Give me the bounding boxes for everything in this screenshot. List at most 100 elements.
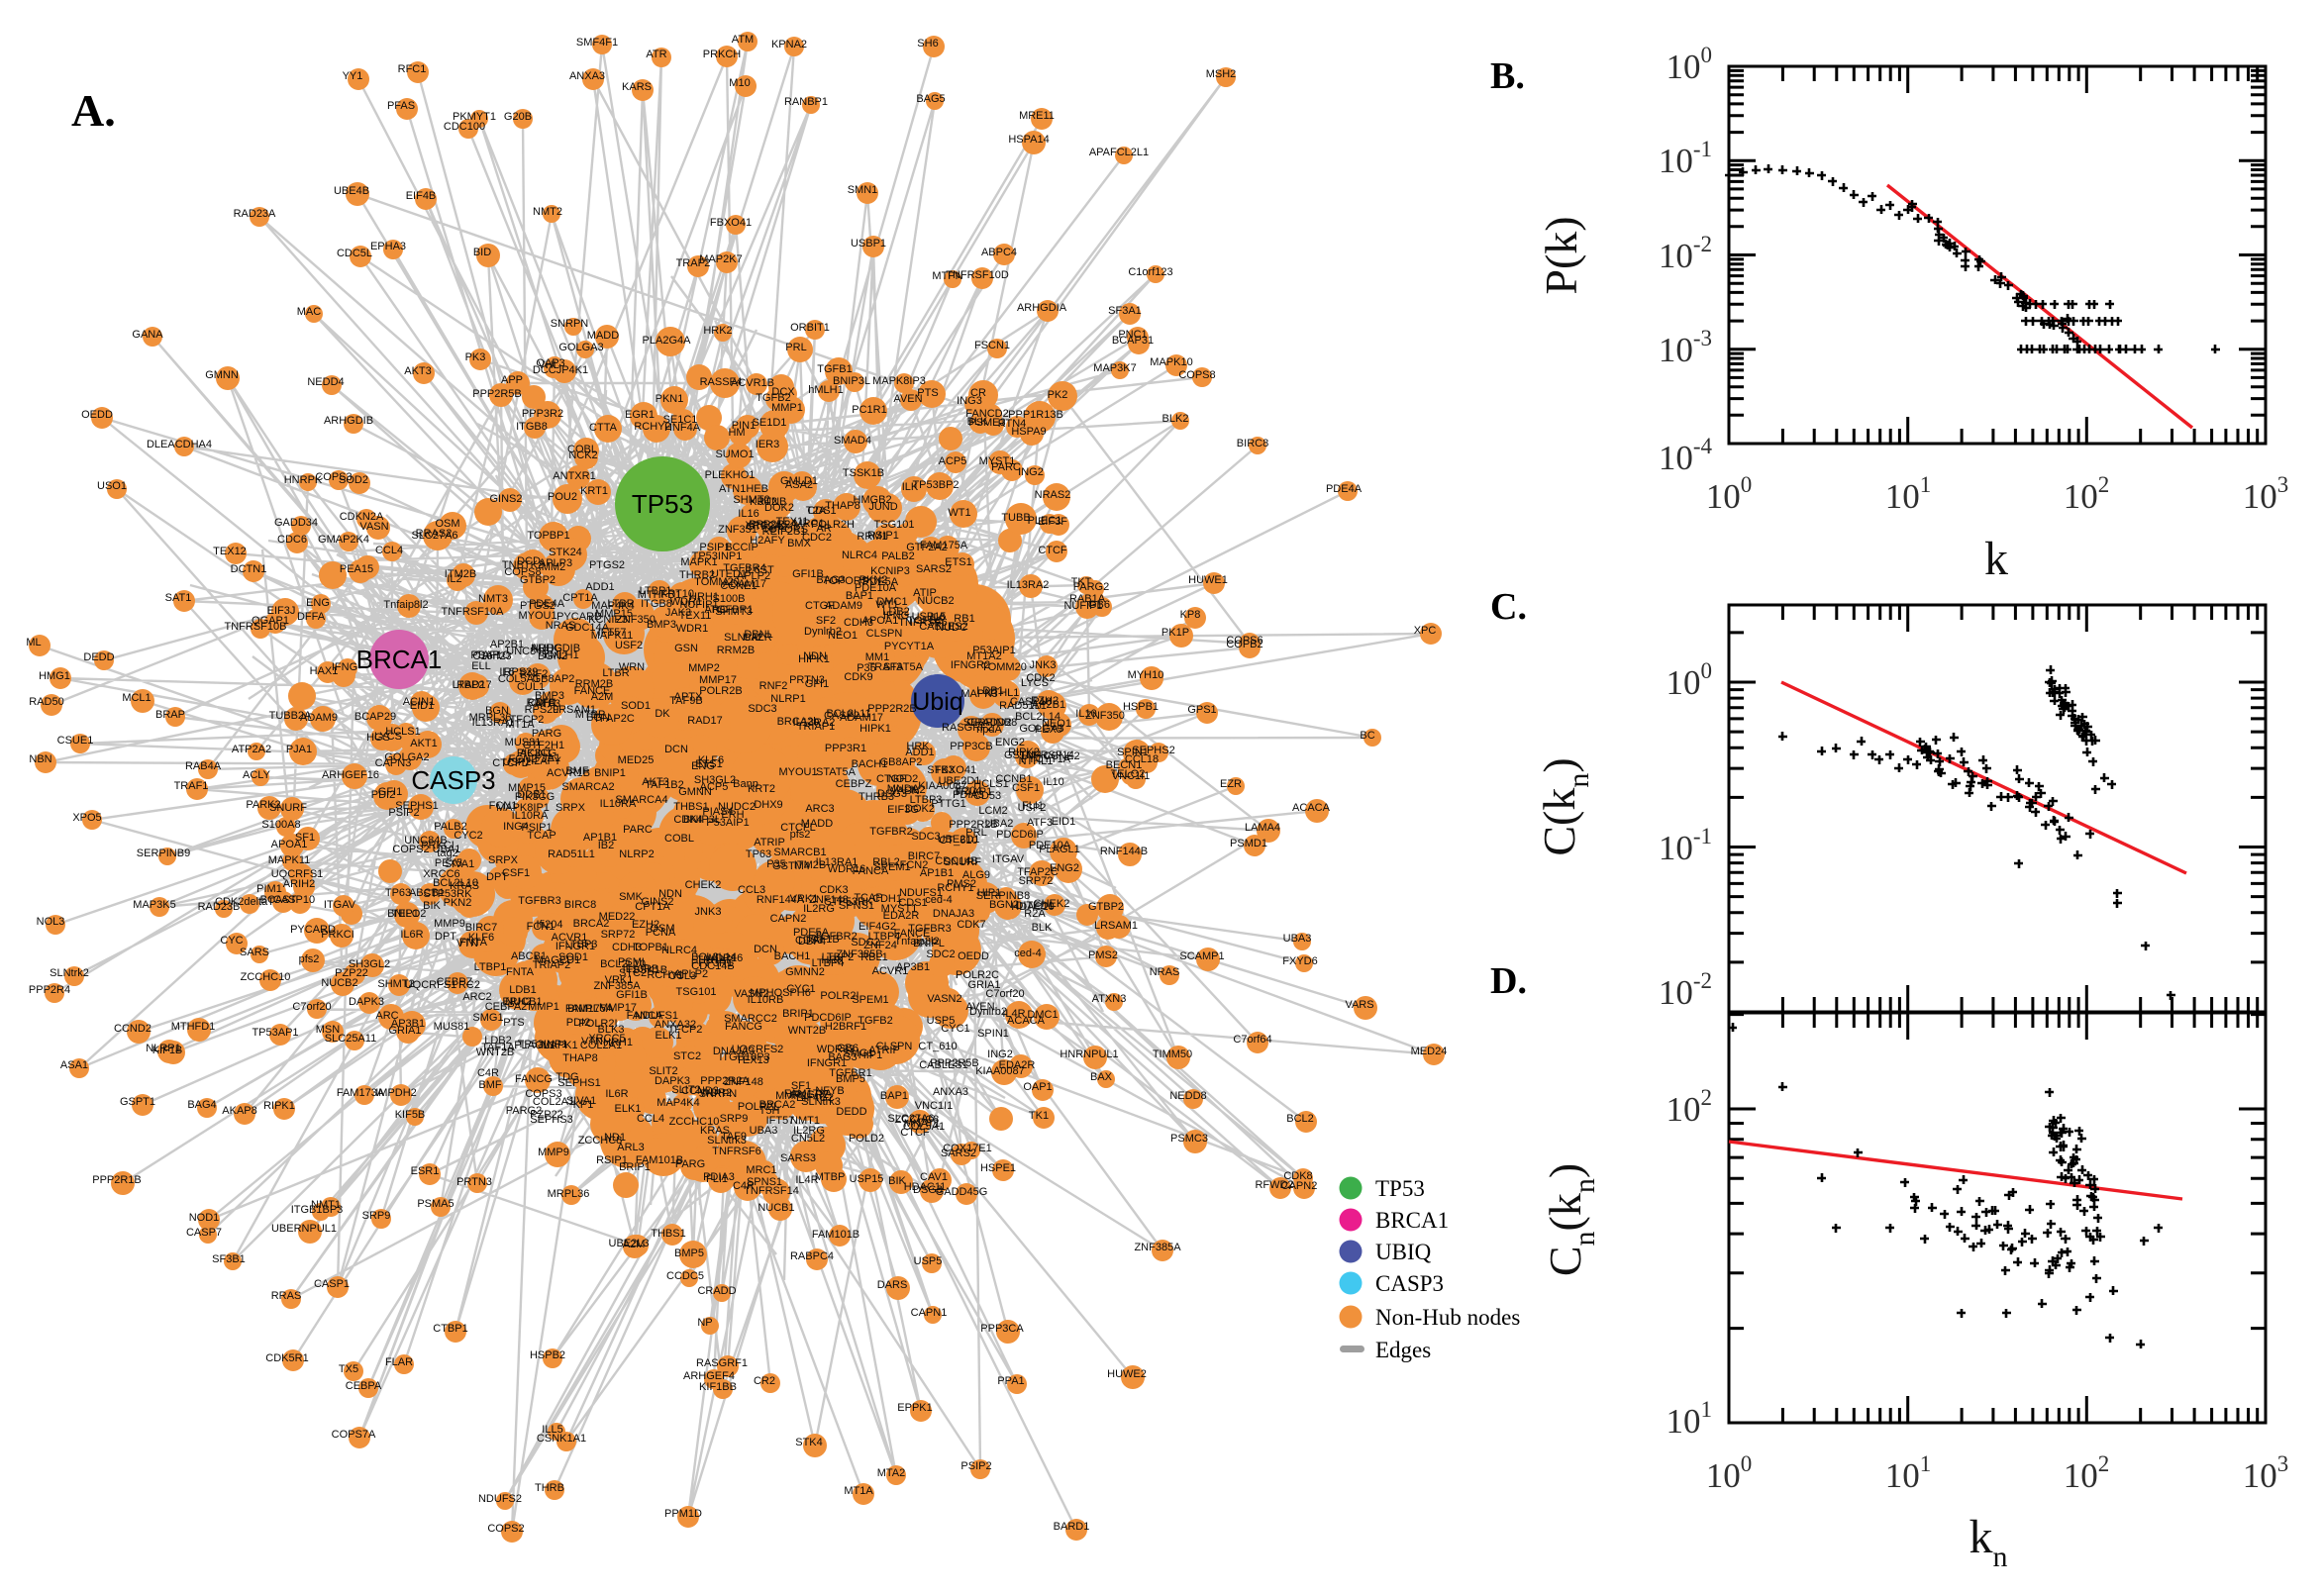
svg-text:CTTA: CTTA [589, 422, 618, 434]
svg-text:FANCD2: FANCD2 [965, 408, 1008, 420]
svg-text:GOLGA2: GOLGA2 [384, 751, 429, 763]
svg-text:CASP10: CASP10 [1010, 696, 1052, 708]
svg-text:HIPK1: HIPK1 [859, 723, 891, 735]
svg-text:VHL: VHL [538, 359, 558, 371]
svg-text:PSME3: PSME3 [968, 417, 1005, 429]
svg-text:PEX5: PEX5 [435, 857, 462, 869]
svg-text:PTTG1: PTTG1 [931, 798, 965, 810]
svg-text:PPP2R5B: PPP2R5B [472, 388, 522, 400]
svg-text:PPP2R5B: PPP2R5B [930, 1057, 979, 1069]
svg-text:VRK1: VRK1 [790, 893, 819, 905]
svg-text:PLA2G4A: PLA2G4A [643, 335, 692, 347]
svg-text:ZCCHC8: ZCCHC8 [578, 1135, 623, 1147]
svg-text:SH3GL2: SH3GL2 [694, 774, 736, 786]
svg-text:WRN: WRN [619, 661, 645, 673]
svg-text:USP15: USP15 [912, 611, 947, 623]
svg-text:MNAT1: MNAT1 [904, 1118, 940, 1130]
svg-text:BACH1: BACH1 [852, 758, 888, 770]
svg-text:TOPORS: TOPORS [823, 575, 868, 587]
svg-text:MAPK8IP3: MAPK8IP3 [872, 375, 926, 387]
svg-text:RRAS2: RRAS2 [416, 528, 453, 540]
svg-text:SOD1: SOD1 [621, 700, 651, 712]
svg-text:PPM1D: PPM1D [664, 1508, 702, 1520]
svg-text:TAF9B: TAF9B [669, 695, 702, 707]
svg-text:PSML: PSML [618, 956, 648, 968]
svg-text:SLNtrk2: SLNtrk2 [50, 967, 89, 979]
svg-text:BCL2: BCL2 [1286, 1113, 1314, 1125]
svg-text:GSN: GSN [674, 643, 698, 654]
svg-text:EDA2R: EDA2R [883, 910, 920, 922]
svg-text:GADD45G: GADD45G [936, 1186, 988, 1198]
svg-text:ING2: ING2 [1018, 466, 1044, 478]
svg-text:ZNF385A: ZNF385A [593, 980, 641, 992]
svg-text:BGN: BGN [485, 705, 509, 717]
svg-text:B.: B. [1490, 55, 1525, 97]
svg-text:RNF2: RNF2 [520, 668, 549, 680]
svg-text:TCAP: TCAP [527, 830, 556, 842]
svg-text:TGFBR1: TGFBR1 [710, 604, 753, 616]
svg-text:UBIQ: UBIQ [1375, 1240, 1432, 1264]
svg-text:PRTN3: PRTN3 [456, 1176, 492, 1188]
svg-text:DDB1: DDB1 [517, 789, 546, 801]
svg-text:CDK2: CDK2 [1026, 672, 1055, 684]
svg-text:PPA1: PPA1 [997, 1375, 1024, 1387]
svg-text:PLAGL1: PLAGL1 [1039, 844, 1080, 855]
svg-text:GFI1: GFI1 [805, 678, 829, 690]
svg-text:IL10: IL10 [1043, 776, 1063, 788]
svg-text:PARK2: PARK2 [246, 799, 280, 811]
svg-text:POU2: POU2 [548, 491, 577, 503]
svg-text:DPT: DPT [435, 931, 456, 943]
svg-text:SMK: SMK [619, 891, 644, 903]
svg-text:PIN1: PIN1 [732, 420, 756, 432]
svg-text:HGS: HGS [366, 732, 390, 744]
svg-text:IL13RA2: IL13RA2 [793, 717, 836, 729]
svg-text:BCL2L11: BCL2L11 [826, 708, 870, 720]
svg-text:MMP9: MMP9 [434, 918, 465, 930]
svg-text:MPHOSPH6: MPHOSPH6 [750, 987, 811, 999]
svg-text:IB2: IB2 [598, 840, 615, 851]
svg-text:LYCS: LYCS [374, 731, 402, 743]
svg-text:AKT3: AKT3 [404, 365, 432, 377]
svg-text:DMC1: DMC1 [1027, 1009, 1058, 1021]
svg-text:FLI1: FLI1 [706, 1173, 728, 1185]
svg-text:PLAGL1: PLAGL1 [514, 1040, 556, 1051]
svg-text:TNFRSF6: TNFRSF6 [712, 1146, 761, 1157]
svg-text:GB8AP2: GB8AP2 [880, 756, 923, 768]
svg-text:SMARCB1: SMARCB1 [773, 847, 826, 858]
svg-text:RPS29: RPS29 [504, 666, 539, 678]
svg-text:SRPX: SRPX [556, 802, 586, 814]
svg-text:VRK1: VRK1 [605, 974, 634, 986]
svg-text:SF2: SF2 [816, 615, 836, 627]
svg-text:NLRP2: NLRP2 [619, 848, 654, 860]
svg-text:MMP1: MMP1 [528, 1001, 559, 1013]
svg-text:DAPK3: DAPK3 [655, 1075, 690, 1087]
svg-text:CEBPZ: CEBPZ [836, 778, 872, 790]
svg-text:UBE4B: UBE4B [334, 185, 369, 197]
svg-text:MAGED1: MAGED1 [535, 954, 580, 966]
svg-text:ZCCHC8: ZCCHC8 [895, 1114, 940, 1126]
svg-text:PYCYT1A: PYCYT1A [1021, 753, 1071, 765]
svg-text:PNC1: PNC1 [1118, 329, 1147, 341]
svg-text:BRCA2: BRCA2 [759, 1099, 796, 1111]
svg-text:HUWE2: HUWE2 [1107, 1368, 1147, 1380]
svg-text:BRCA2: BRCA2 [573, 918, 610, 930]
svg-text:TAF1C: TAF1C [476, 649, 510, 661]
svg-text:MM2: MM2 [542, 561, 565, 573]
svg-text:HDAC10: HDAC10 [1011, 901, 1054, 913]
svg-text:UBE2L3: UBE2L3 [609, 1238, 650, 1249]
svg-text:MMP2: MMP2 [688, 662, 720, 674]
svg-text:BRCA1: BRCA1 [1375, 1208, 1449, 1233]
svg-text:BCL2L10: BCL2L10 [433, 877, 478, 889]
svg-text:SARS3: SARS3 [780, 1152, 816, 1164]
svg-text:UBA2: UBA2 [985, 818, 1014, 830]
svg-text:BIRC8: BIRC8 [1237, 438, 1268, 449]
svg-text:PARC: PARC [991, 461, 1021, 473]
svg-text:TNFRSF6: TNFRSF6 [898, 617, 948, 629]
svg-text:GTBP2: GTBP2 [520, 574, 556, 586]
svg-text:ATP2A2: ATP2A2 [232, 744, 271, 755]
svg-text:HRK: HRK [821, 954, 845, 966]
svg-text:CCDC5: CCDC5 [666, 1270, 704, 1282]
svg-text:RIPK1: RIPK1 [263, 1100, 295, 1112]
svg-text:PK1P: PK1P [1162, 627, 1189, 639]
svg-text:NOD2: NOD2 [888, 773, 919, 785]
